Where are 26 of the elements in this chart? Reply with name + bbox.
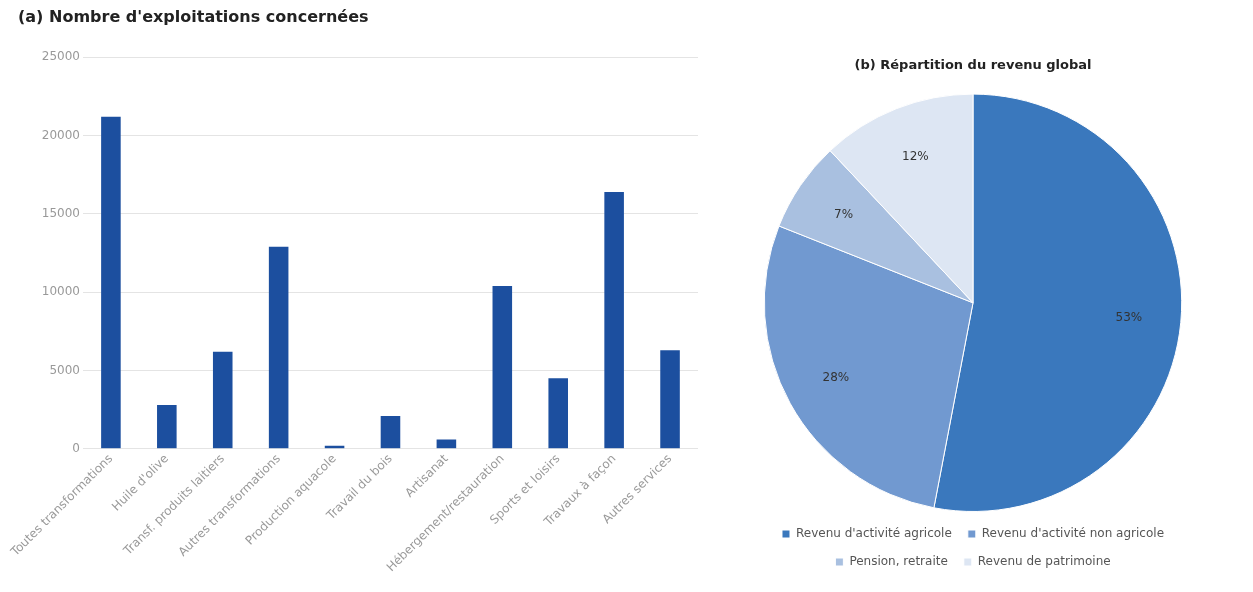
legend-label: Revenu d'activité agricole: [795, 526, 952, 541]
y-tick-label: 10000: [41, 284, 80, 299]
data-label: 53%: [1115, 309, 1143, 324]
chart-title: (b) Répartition du revenu global: [854, 57, 1092, 73]
bar: [492, 285, 513, 449]
legend-label: Revenu d'activité non agricole: [981, 526, 1165, 541]
bar: [436, 439, 457, 449]
bar: [604, 191, 624, 449]
bar: [268, 246, 289, 449]
bar: [380, 415, 401, 449]
data-label: 28%: [822, 370, 850, 385]
y-tick-label: 0: [72, 440, 80, 455]
bar: [660, 350, 680, 449]
y-tick-label: 5000: [49, 362, 80, 377]
y-tick-label: 15000: [41, 205, 80, 220]
bar: [548, 378, 568, 449]
y-tick-label: 20000: [41, 127, 80, 142]
y-tick-label: 25000: [41, 49, 80, 64]
bar: [212, 351, 233, 449]
legend-label: Pension, retraite: [849, 554, 948, 569]
bar: [101, 116, 121, 449]
bar: [157, 404, 177, 449]
data-label: 12%: [902, 149, 929, 164]
data-label: 7%: [834, 206, 854, 221]
legend-label: Revenu de patrimoine: [977, 554, 1111, 569]
chart-title: (a) Nombre d'exploitations concernées: [18, 6, 369, 26]
